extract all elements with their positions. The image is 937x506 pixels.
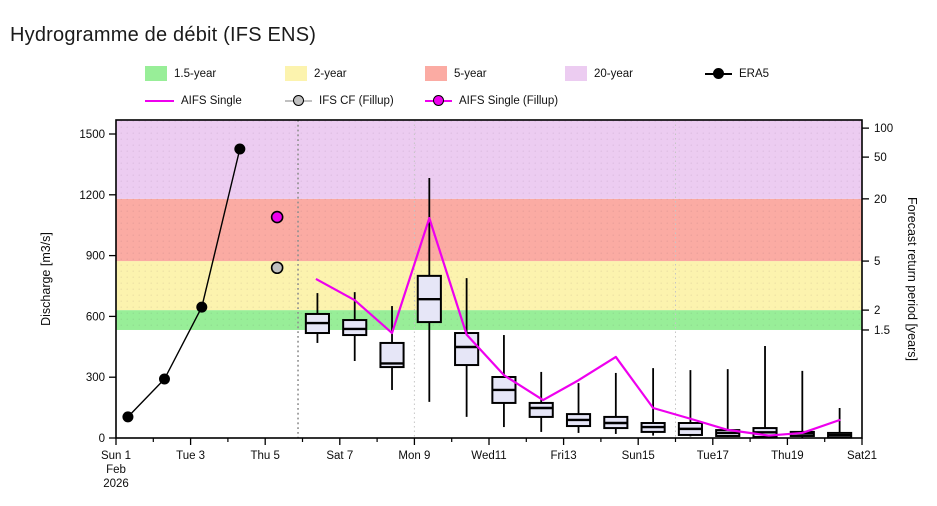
ifs-cf-fillup-marker-icon [285, 94, 312, 107]
band-5-year-swatch [425, 66, 447, 81]
y-tick-label: 600 [86, 311, 105, 323]
y-tick-label: 900 [86, 251, 105, 263]
legend-label-aifs-single: AIFS Single [181, 94, 242, 107]
legend-item-era5[interactable]: ERA5 [705, 67, 845, 80]
band-texture [116, 120, 862, 199]
legend-label-20-year: 20-year [594, 67, 633, 80]
band-texture [116, 261, 862, 311]
legend-label-1-5-year: 1.5-year [174, 67, 217, 80]
gridlines [297, 120, 676, 438]
return-period-axis: 1.5 2 5 20 50 100 Forecast return period [year… [862, 123, 919, 361]
aifs-single-fillup-point [270, 210, 284, 224]
ens-box [528, 371, 554, 432]
y2-tick-label: 5 [874, 256, 880, 268]
y-tick-label: 1200 [79, 190, 105, 202]
ens-box [789, 370, 815, 438]
aifs-single-line-icon [145, 94, 174, 107]
legend-label-5-year: 5-year [454, 67, 487, 80]
band-2-year-swatch [285, 66, 307, 81]
y2-tick-label: 100 [874, 123, 893, 135]
band-1-5-year-swatch [145, 66, 167, 81]
x-tick-label: Thu 5 [250, 450, 279, 462]
x-tick-label: Sun15 [622, 450, 655, 462]
y-tick-label: 0 [99, 433, 105, 445]
discharge-axis: 0 300 600 900 1200 1500 Discharge [m3/s] [39, 129, 116, 445]
legend-item-aifs-single[interactable]: AIFS Single [145, 94, 285, 107]
legend-item-2-year[interactable]: 2-year [285, 66, 425, 81]
ens-box [640, 368, 666, 436]
y-tick-label: 300 [86, 372, 105, 384]
ifs-cf-fillup-point [270, 261, 284, 275]
ens-box [416, 177, 442, 402]
aifs-single-line [315, 217, 841, 437]
band-texture [116, 310, 862, 330]
ens-box [715, 369, 741, 437]
x-tick-label: Fri13 [550, 450, 576, 462]
x-tick-label: Sat 7 [326, 450, 353, 462]
chart-title: Hydrogramme de débit (IFS ENS) [10, 24, 317, 46]
y-tick-label: 1500 [79, 129, 105, 141]
x-tick-label: Tue 3 [176, 450, 205, 462]
ens-box [342, 292, 368, 361]
box-iqr [342, 319, 368, 337]
legend-item-20-year[interactable]: 20-year [565, 66, 705, 81]
legend-row-2: AIFS Single IFS CF (Fillup) AIFS Single … [145, 87, 845, 114]
era5-point [196, 301, 208, 313]
legend-row-1: 1.5-year 2-year 5-year 20-year ERA5 [145, 60, 845, 87]
chart-legend: 1.5-year 2-year 5-year 20-year ERA5 [145, 60, 845, 114]
x-tick-label: Sat21 [847, 450, 877, 462]
era5-point [234, 143, 246, 155]
ens-box [379, 306, 405, 390]
ens-box [304, 293, 330, 343]
y2-tick-label: 50 [874, 152, 887, 164]
legend-label-aifs-single-fillup: AIFS Single (Fillup) [459, 94, 559, 107]
ifs-ens-boxes [304, 177, 853, 439]
era5-line [127, 148, 241, 418]
return-period-bands [116, 120, 862, 330]
x-tick-label: Wed11 [471, 450, 506, 462]
box-iqr [528, 401, 554, 418]
x-tick-label: Sun 1 Feb 2026 [101, 450, 131, 490]
y-axis-title: Discharge [m3/s] [39, 232, 53, 326]
legend-label-era5: ERA5 [739, 67, 770, 80]
ens-box [603, 372, 629, 434]
era5-point [122, 411, 134, 423]
box-iqr [379, 341, 405, 369]
x-tick-label: Thu19 [771, 450, 804, 462]
era5-marker-icon [705, 67, 732, 80]
ens-box [752, 345, 778, 438]
ens-box [677, 370, 703, 437]
band-texture [116, 198, 862, 262]
band-20-year-swatch [565, 66, 587, 81]
x-tick-label: Tue17 [697, 450, 729, 462]
legend-label-ifs-cf-fillup: IFS CF (Fillup) [319, 94, 394, 107]
ens-box [491, 335, 517, 428]
y2-tick-label: 20 [874, 194, 887, 206]
aifs-single-fillup-marker-icon [425, 94, 452, 107]
legend-label-2-year: 2-year [314, 67, 347, 80]
y2-tick-label: 2 [874, 305, 880, 317]
era5-series [122, 143, 246, 423]
legend-item-1-5-year[interactable]: 1.5-year [145, 66, 285, 81]
ens-box [565, 383, 592, 433]
legend-item-5-year[interactable]: 5-year [425, 66, 565, 81]
date-axis: Sun 1 Feb 2026 Tue 3 Thu 5 Sat 7 Mon 9 Wed11 Fri… [101, 438, 877, 490]
ens-box [827, 408, 853, 439]
legend-item-aifs-single-fillup[interactable]: AIFS Single (Fillup) [425, 94, 565, 107]
y2-tick-label: 1.5 [874, 325, 890, 337]
era5-point [158, 373, 170, 385]
x-tick-label: Mon 9 [398, 450, 430, 462]
box-iqr [454, 332, 480, 367]
legend-item-ifs-cf-fillup[interactable]: IFS CF (Fillup) [285, 94, 425, 107]
y2-axis-title: Forecast return period [years] [905, 197, 919, 361]
